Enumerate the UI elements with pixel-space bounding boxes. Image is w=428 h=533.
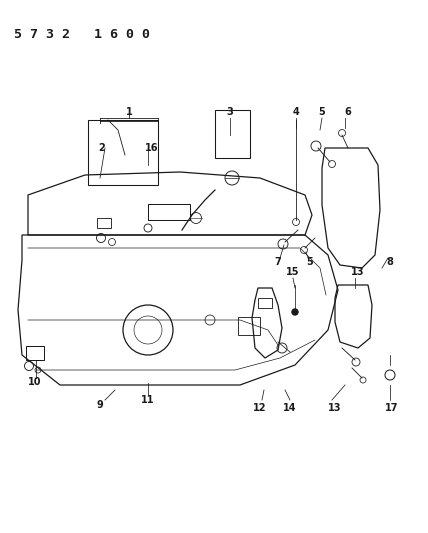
Text: 14: 14 — [283, 403, 297, 413]
Text: 7: 7 — [275, 257, 281, 267]
Text: 12: 12 — [253, 403, 267, 413]
Text: 13: 13 — [351, 267, 365, 277]
Text: 5: 5 — [306, 257, 313, 267]
Text: 5: 5 — [318, 107, 325, 117]
Text: 11: 11 — [141, 395, 155, 405]
Text: 6: 6 — [345, 107, 351, 117]
Text: 17: 17 — [385, 403, 399, 413]
Text: 8: 8 — [386, 257, 393, 267]
Circle shape — [292, 309, 298, 315]
Text: 2: 2 — [98, 143, 105, 153]
Text: 10: 10 — [28, 377, 42, 387]
Text: 4: 4 — [293, 107, 299, 117]
Text: 3: 3 — [226, 107, 233, 117]
Text: 16: 16 — [145, 143, 159, 153]
Text: 15: 15 — [286, 267, 300, 277]
Text: 13: 13 — [328, 403, 342, 413]
Text: 5 7 3 2   1 6 0 0: 5 7 3 2 1 6 0 0 — [14, 28, 150, 41]
Text: 9: 9 — [97, 400, 104, 410]
Text: 1: 1 — [126, 107, 132, 117]
